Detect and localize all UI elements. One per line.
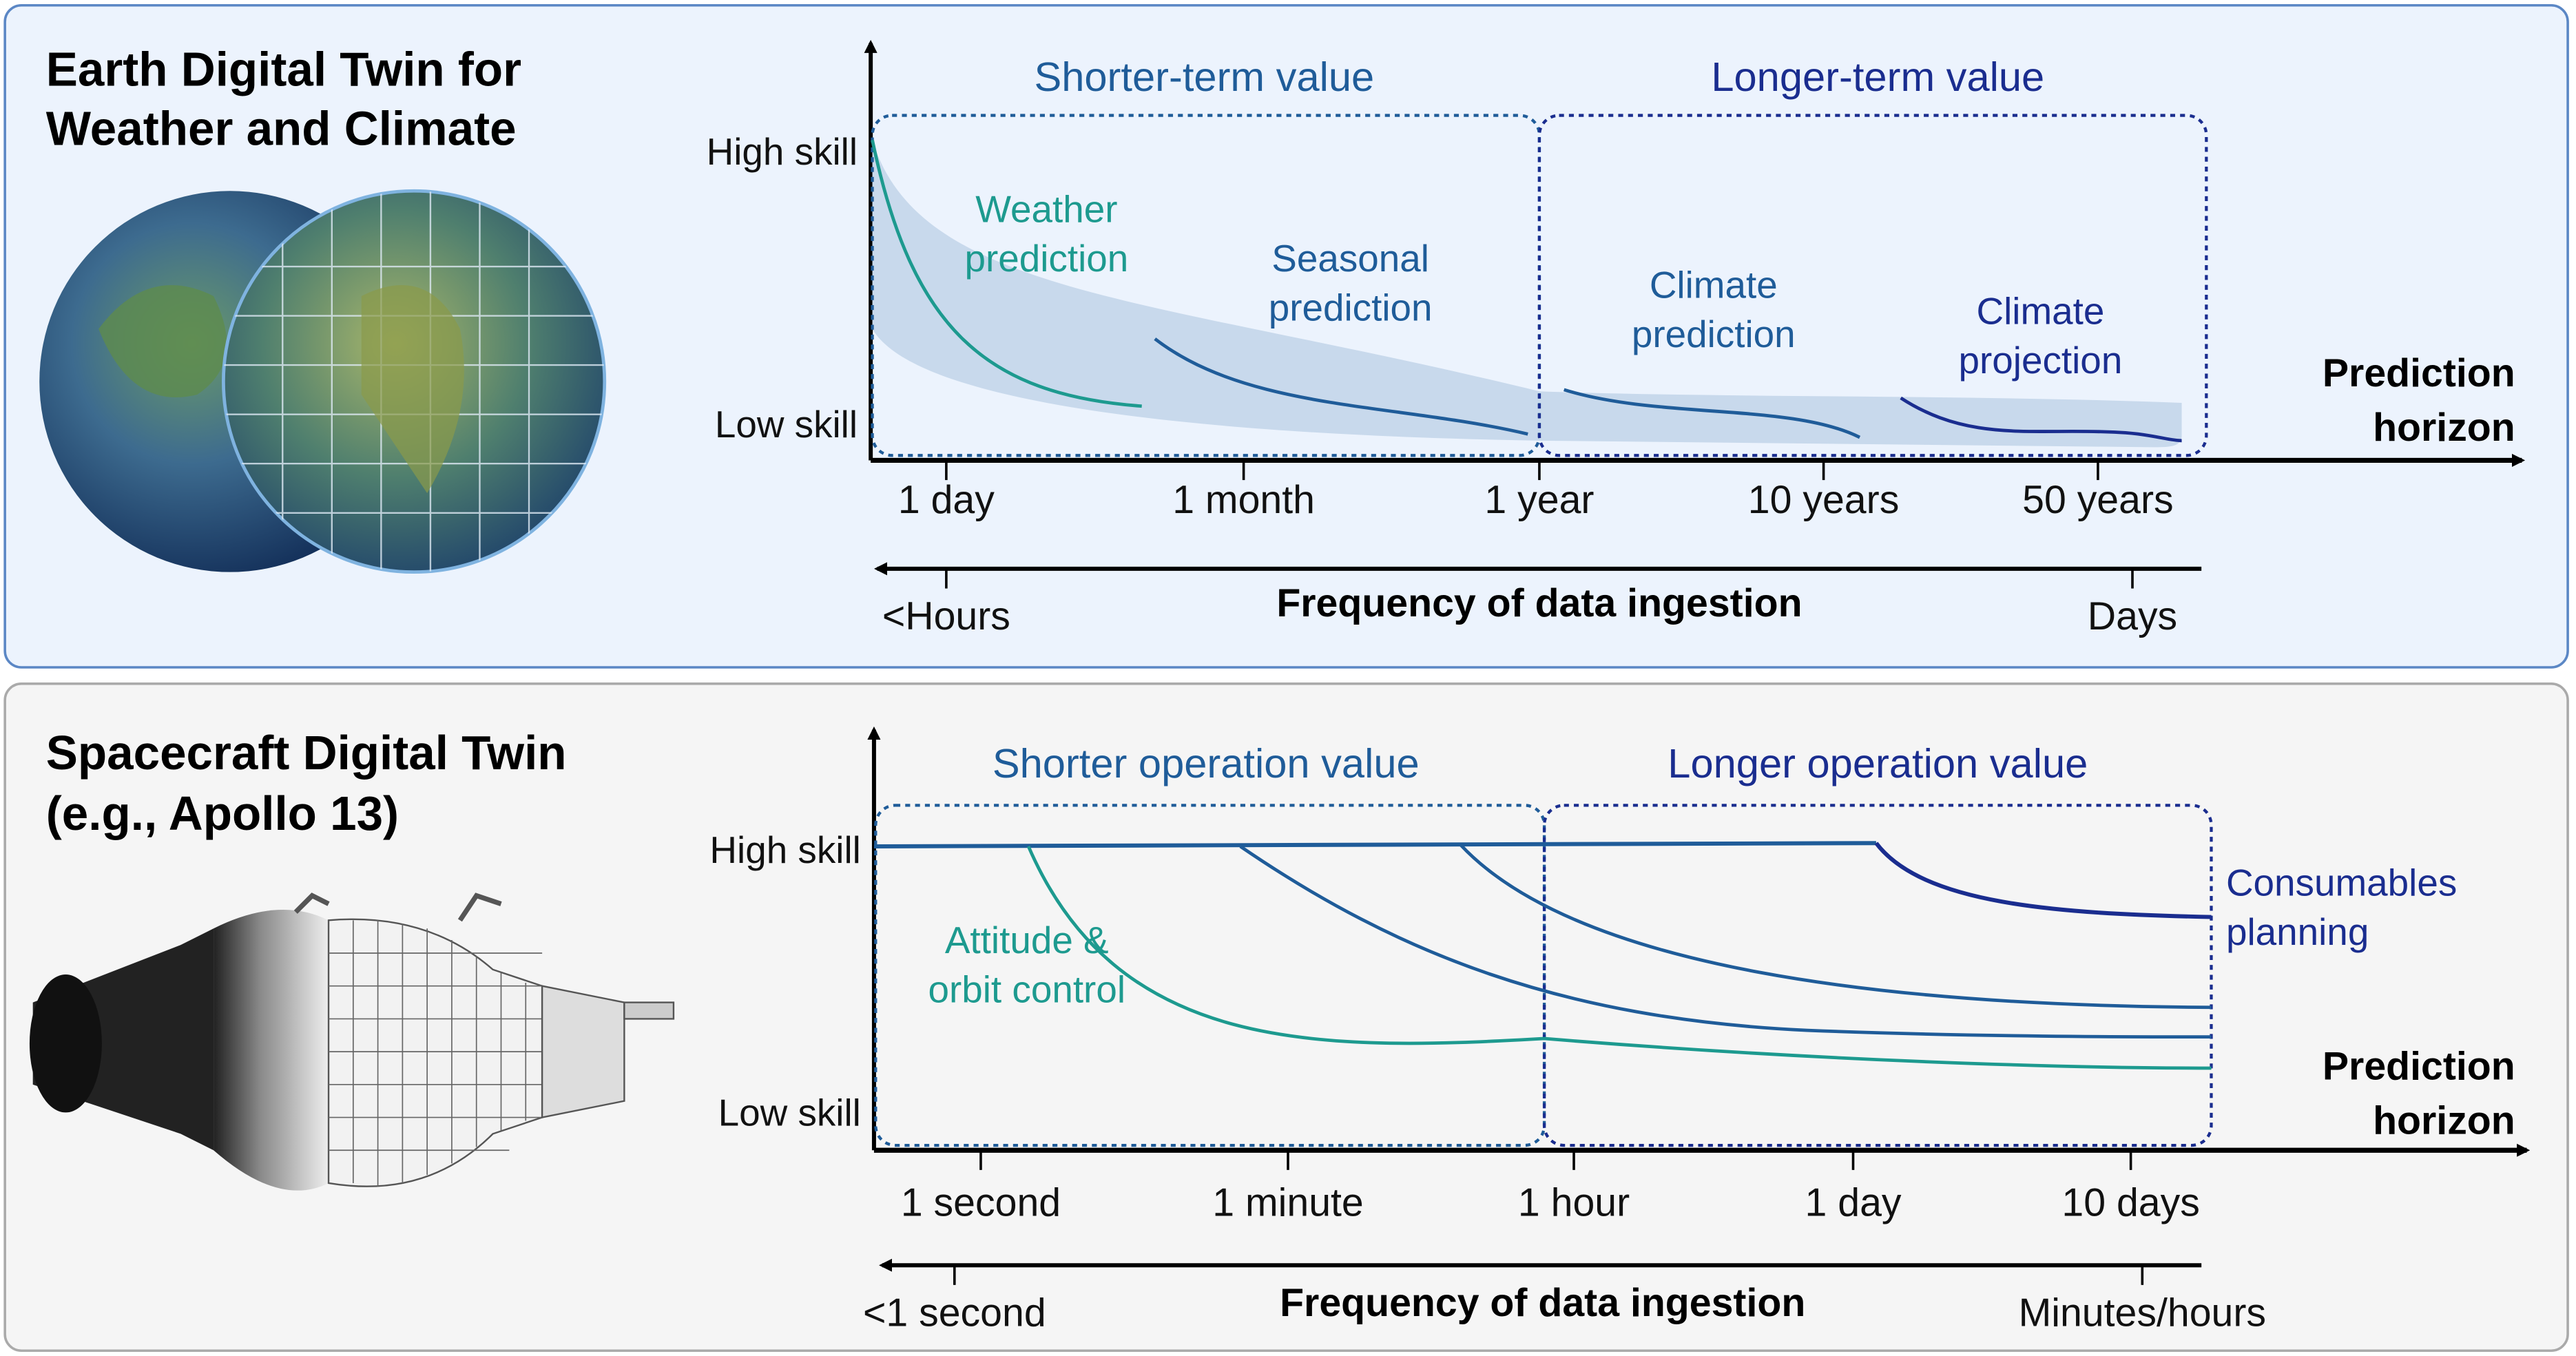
attitude-label-2: orbit control <box>928 968 1125 1011</box>
high-skill-line <box>873 841 1876 848</box>
seasonal-label-2: prediction <box>1269 286 1433 329</box>
earth-x-ticks <box>945 460 2099 481</box>
earth-low-skill: Low skill <box>715 403 858 446</box>
spacecraft-tick-label: 1 day <box>1805 1181 1902 1225</box>
earth-x-title-2: horizon <box>2373 406 2515 450</box>
earth-x-title-1: Prediction <box>2323 351 2515 395</box>
spacecraft-low-skill: Low skill <box>718 1091 861 1134</box>
spacecraft-high-skill: High skill <box>709 828 860 871</box>
spacecraft-tick-label: 1 hour <box>1518 1181 1630 1225</box>
seasonal-label-1: Seasonal <box>1271 237 1429 280</box>
spacecraft-freq-right: Minutes/hours <box>2019 1291 2266 1335</box>
earth-header-long: Longer-term value <box>1711 54 2044 100</box>
spacecraft-freq-title: Frequency of data ingestion <box>1280 1281 1805 1325</box>
consumables-label-2: planning <box>2226 910 2369 953</box>
spacecraft-x-ticks <box>979 1150 2132 1170</box>
spacecraft-title-line1: Spacecraft Digital Twin <box>46 726 567 780</box>
earth-high-skill: High skill <box>707 130 858 173</box>
weather-curve <box>871 139 1142 408</box>
earth-tick-label: 50 years <box>2022 478 2174 522</box>
earth-freq-right: Days <box>2088 594 2177 638</box>
consumables-curve <box>1874 842 2212 919</box>
seasonal-curve <box>1154 337 1528 436</box>
earth-tick-label: 1 month <box>1172 478 1315 522</box>
spacecraft-freq-left: <1 second <box>863 1291 1046 1335</box>
mid-curve-2 <box>1459 843 2212 1010</box>
spacecraft-long-box <box>1542 804 2213 1147</box>
spacecraft-header-long: Longer operation value <box>1668 740 2088 786</box>
climate-prediction-curve <box>1564 388 1861 439</box>
earth-title-line2: Weather and Climate <box>46 102 517 156</box>
earth-freq-left: <Hours <box>882 594 1010 638</box>
climate-projection-label-1: Climate <box>1976 289 2104 332</box>
climate-prediction-label-2: prediction <box>1632 313 1796 355</box>
earth-tick-label: 1 day <box>898 478 995 522</box>
earth-tick-label: 10 years <box>1748 478 1900 522</box>
spacecraft-tick-label: 1 minute <box>1212 1181 1364 1225</box>
earth-panel: Earth Digital Twin for Weather and Clima… <box>3 3 2569 669</box>
earth-long-term-box <box>1537 114 2208 457</box>
spacecraft-title-line2: (e.g., Apollo 13) <box>46 786 399 840</box>
attitude-label-1: Attitude & <box>945 919 1109 961</box>
mid-curve-1 <box>1239 845 2212 1039</box>
spacecraft-panel-background <box>3 682 2569 1353</box>
spacecraft-panel: Spacecraft Digital Twin (e.g., Apollo 13… <box>3 682 2569 1353</box>
spacecraft-tick-label: 10 days <box>2061 1181 2199 1225</box>
spacecraft-x-title-1: Prediction <box>2323 1045 2515 1089</box>
consumables-label-1: Consumables <box>2226 862 2457 904</box>
weather-label-2: prediction <box>964 237 1128 280</box>
earth-title-line1: Earth Digital Twin for <box>46 43 521 96</box>
spacecraft-header-short: Shorter operation value <box>993 740 1420 786</box>
attitude-curve <box>1026 846 2212 1070</box>
earth-header-short: Shorter-term value <box>1034 54 1374 100</box>
climate-projection-curve <box>1900 396 2182 443</box>
earth-globes-image <box>39 189 607 574</box>
climate-projection-label-2: projection <box>1959 339 2123 382</box>
earth-tick-label: 1 year <box>1484 478 1594 522</box>
earth-freq-title: Frequency of data ingestion <box>1276 581 1802 625</box>
climate-prediction-label-1: Climate <box>1650 263 1778 306</box>
weather-label-1: Weather <box>975 188 1117 231</box>
spacecraft-wireframe-image <box>29 893 675 1191</box>
earth-skill-band <box>872 140 2182 448</box>
spacecraft-tick-label: 1 second <box>901 1181 1061 1225</box>
spacecraft-x-title-2: horizon <box>2373 1098 2515 1143</box>
